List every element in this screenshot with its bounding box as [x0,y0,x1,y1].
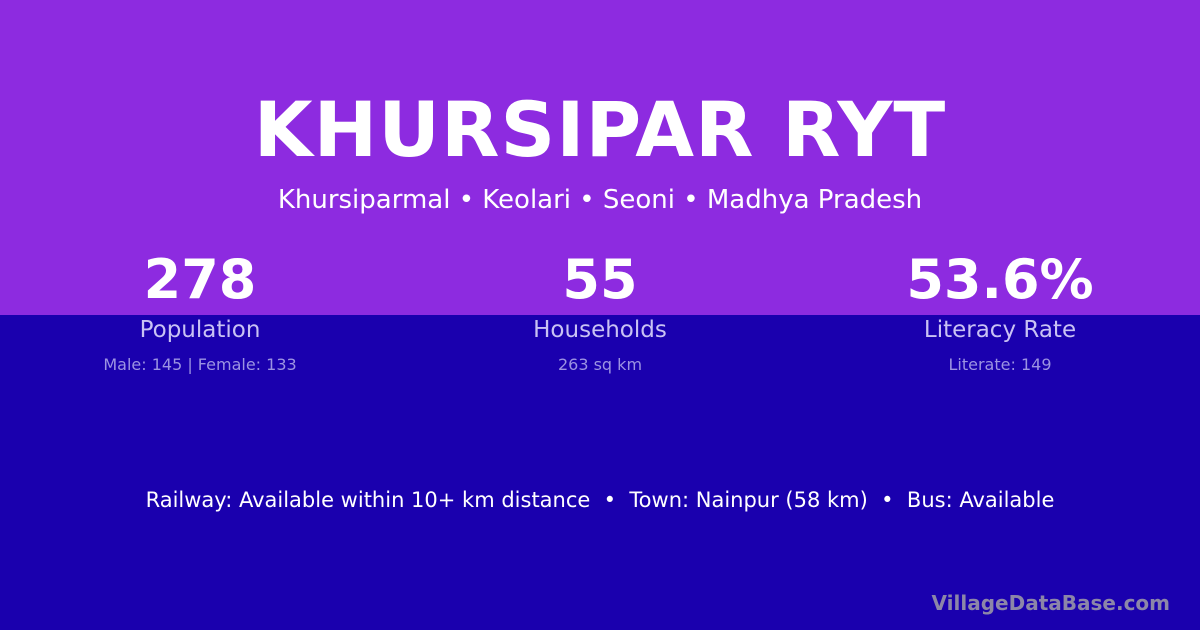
stat-detail: 263 sq km [557,355,643,374]
stat-value: 55 [562,248,638,311]
stat-value: 278 [143,248,257,311]
header-background [0,0,1200,315]
stat-label: Literacy Rate [923,317,1077,343]
stat-population: 278 Population Male: 145 | Female: 133 [0,248,400,376]
stat-literacy: 53.6% Literacy Rate Literate: 149 [800,248,1200,376]
village-title: KHURSIPAR RYT [253,85,947,174]
transport-info: Railway: Available within 10+ km distanc… [145,488,1055,512]
stat-households: 55 Households 263 sq km [400,248,800,376]
location-breadcrumb: Khursiparmal • Keolari • Seoni • Madhya … [277,185,923,215]
stat-detail: Male: 145 | Female: 133 [103,355,297,374]
stat-value: 53.6% [906,248,1094,311]
stat-label: Population [139,317,261,343]
stat-label: Households [533,317,667,343]
brand-logo: VillageDataBase.com [931,591,1170,615]
stat-detail: Literate: 149 [948,355,1052,374]
